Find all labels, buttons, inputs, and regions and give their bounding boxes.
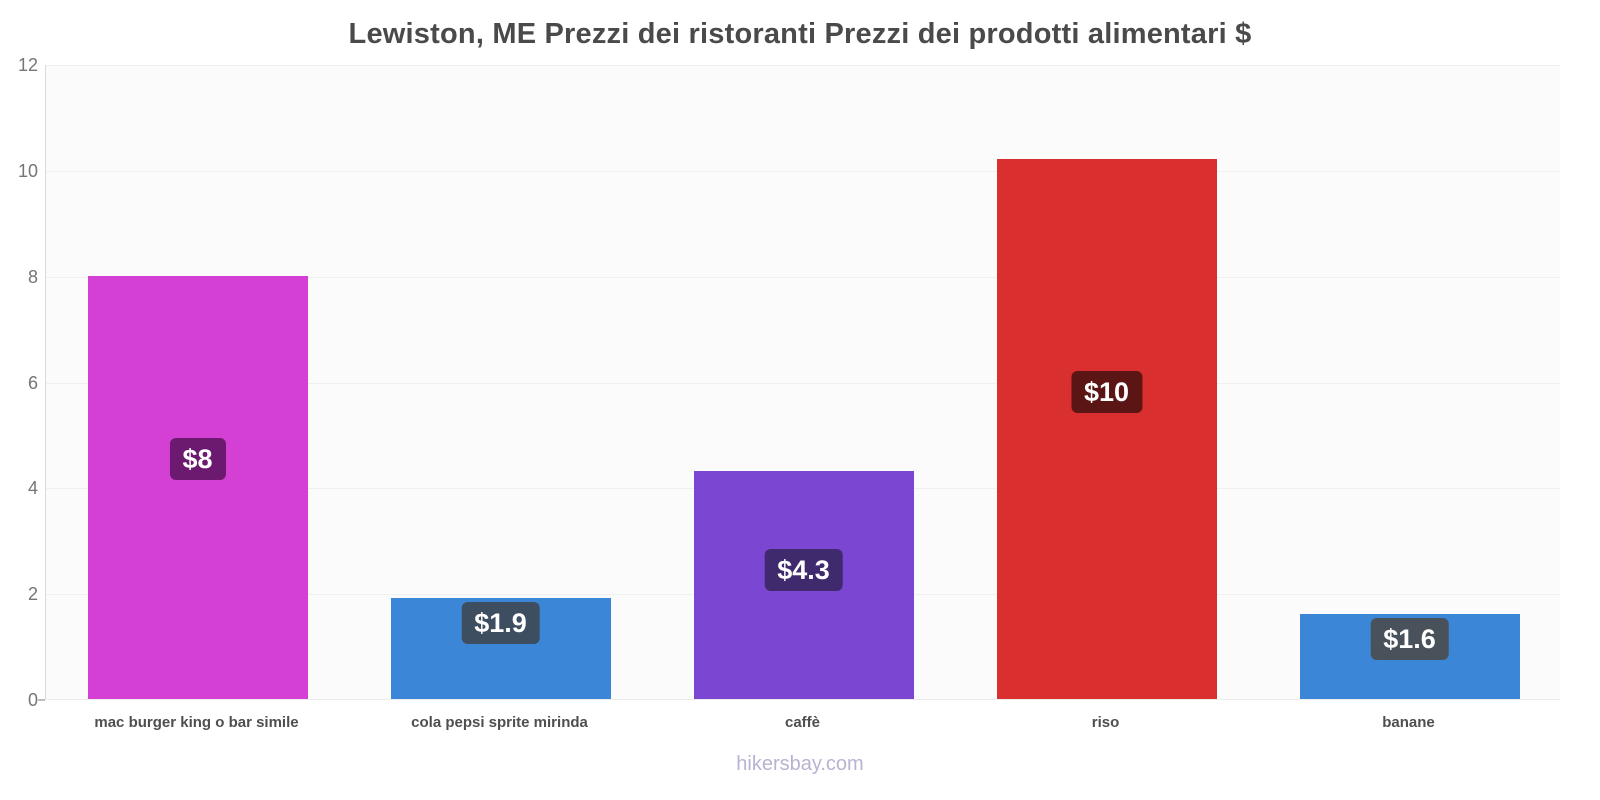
x-axis-category-label: cola pepsi sprite mirinda (411, 714, 588, 731)
watermark: hikersbay.com (736, 753, 864, 775)
y-axis-tick-label: 8 (27, 266, 38, 287)
bar-value-label: $1.6 (1370, 618, 1449, 661)
bar-value-label: $10 (1070, 371, 1143, 414)
bar-value-label: $4.3 (764, 549, 843, 592)
gridline (46, 65, 1560, 66)
y-axis-tick-label: 10 (17, 160, 38, 181)
y-axis-tick-label: 12 (17, 55, 38, 75)
y-axis-tick-label: 2 (27, 584, 38, 605)
x-axis-category-label: mac burger king o bar simile (94, 714, 299, 731)
x-axis-category-label: banane (1382, 714, 1435, 731)
bar (996, 159, 1217, 699)
y-axis-tick-label: 6 (27, 372, 38, 393)
chart-title: Lewiston, ME Prezzi dei ristoranti Prezz… (348, 18, 1252, 50)
plot-area: $8 $1.9 $4.3 $10 $1.6 (45, 65, 1560, 700)
y-axis-zero-tick (38, 699, 45, 701)
y-axis-tick-label: 0 (27, 690, 38, 710)
bar-value-label: $1.9 (461, 602, 540, 645)
gridline (46, 382, 1560, 384)
gridline (46, 170, 1560, 172)
bar (87, 275, 308, 699)
y-axis-tick-label: 4 (27, 478, 38, 499)
x-axis-category-label: riso (1091, 714, 1120, 731)
gridline (46, 276, 1560, 278)
bar-value-label: $8 (169, 437, 226, 480)
x-axis-category-label: caffè (784, 714, 821, 731)
